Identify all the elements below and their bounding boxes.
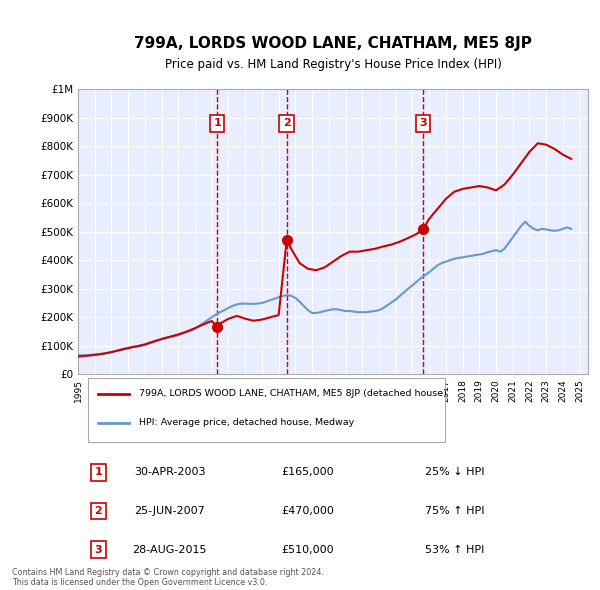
Text: 53% ↑ HPI: 53% ↑ HPI bbox=[425, 545, 484, 555]
Text: 3: 3 bbox=[95, 545, 102, 555]
FancyBboxPatch shape bbox=[88, 378, 445, 442]
Text: £470,000: £470,000 bbox=[281, 506, 334, 516]
Text: Contains HM Land Registry data © Crown copyright and database right 2024.
This d: Contains HM Land Registry data © Crown c… bbox=[12, 568, 324, 587]
Text: 799A, LORDS WOOD LANE, CHATHAM, ME5 8JP (detached house): 799A, LORDS WOOD LANE, CHATHAM, ME5 8JP … bbox=[139, 389, 447, 398]
Text: 25-JUN-2007: 25-JUN-2007 bbox=[134, 506, 205, 516]
Text: 28-AUG-2015: 28-AUG-2015 bbox=[133, 545, 207, 555]
Text: £510,000: £510,000 bbox=[281, 545, 334, 555]
Text: 799A, LORDS WOOD LANE, CHATHAM, ME5 8JP: 799A, LORDS WOOD LANE, CHATHAM, ME5 8JP bbox=[134, 35, 532, 51]
Text: £165,000: £165,000 bbox=[281, 467, 334, 477]
Text: 3: 3 bbox=[419, 118, 427, 128]
Text: 30-APR-2003: 30-APR-2003 bbox=[134, 467, 206, 477]
Text: 2: 2 bbox=[95, 506, 102, 516]
Text: Price paid vs. HM Land Registry's House Price Index (HPI): Price paid vs. HM Land Registry's House … bbox=[164, 58, 502, 71]
Text: 1: 1 bbox=[214, 118, 221, 128]
Text: HPI: Average price, detached house, Medway: HPI: Average price, detached house, Medw… bbox=[139, 418, 355, 427]
Text: 75% ↑ HPI: 75% ↑ HPI bbox=[425, 506, 484, 516]
Text: 2: 2 bbox=[283, 118, 290, 128]
Text: 25% ↓ HPI: 25% ↓ HPI bbox=[425, 467, 484, 477]
Text: 1: 1 bbox=[95, 467, 102, 477]
